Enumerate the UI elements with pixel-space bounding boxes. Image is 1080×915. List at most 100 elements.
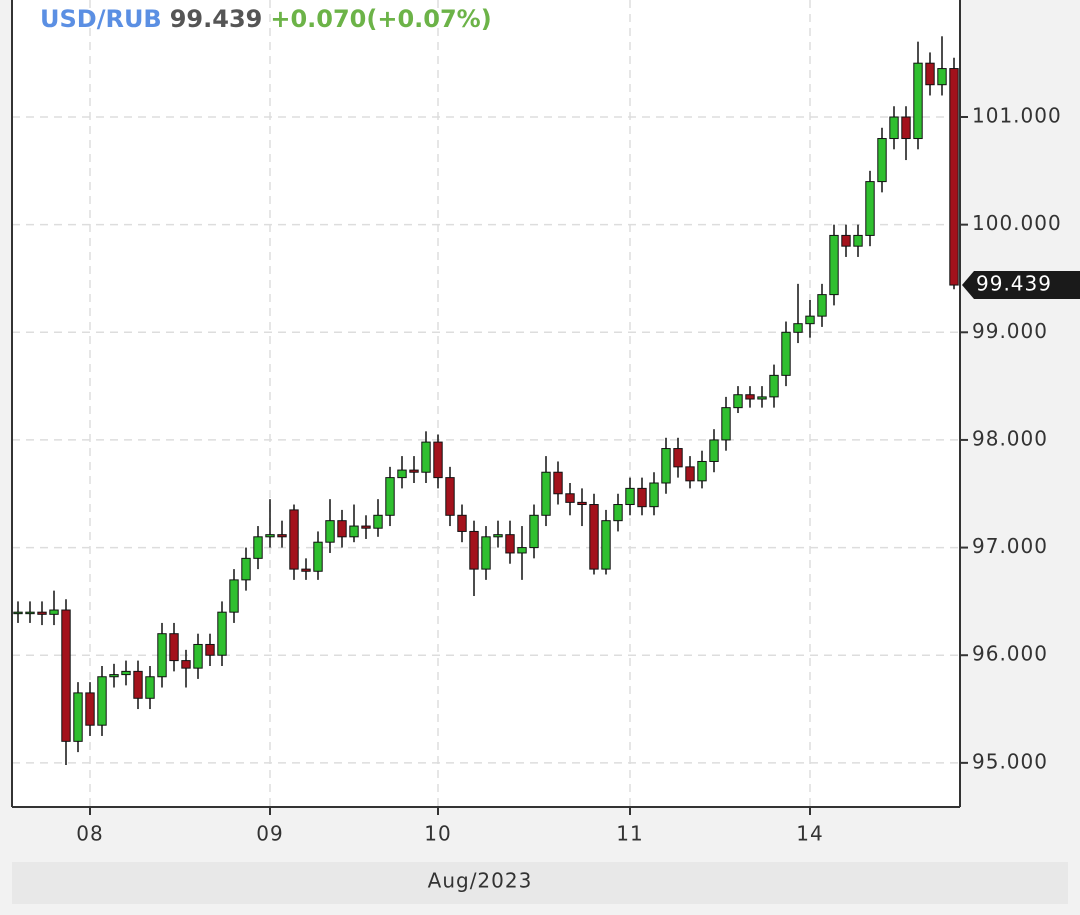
candle-body xyxy=(577,501,587,506)
candle-body xyxy=(709,439,719,462)
candle-body xyxy=(37,611,47,615)
candles xyxy=(13,36,959,766)
change: +0.070(+0.07%) xyxy=(270,5,491,33)
x-tick-label: 11 xyxy=(616,822,643,846)
candle-body xyxy=(217,611,227,656)
candle-body xyxy=(337,520,347,538)
candle-body xyxy=(937,68,947,86)
candle-body xyxy=(661,448,671,484)
candle-body xyxy=(193,643,203,669)
candle-body xyxy=(457,514,467,532)
y-tick-label: 95.000 xyxy=(972,749,1048,773)
x-label-band xyxy=(12,862,1068,904)
candle-body xyxy=(313,541,323,572)
candle-body xyxy=(385,477,395,516)
candle-body xyxy=(481,536,491,570)
y-tick-label: 100.000 xyxy=(972,211,1062,235)
candle-body xyxy=(901,116,911,140)
candle-body xyxy=(73,692,83,742)
candle-body xyxy=(13,611,23,615)
candle-body xyxy=(445,477,455,516)
candle-body xyxy=(829,234,839,296)
candle-body xyxy=(289,509,299,570)
candle-body xyxy=(529,514,539,549)
candle-body xyxy=(685,466,695,482)
candle-body xyxy=(565,493,575,503)
candle-body xyxy=(637,487,647,508)
candle-body xyxy=(673,448,683,468)
y-tick-label: 99.000 xyxy=(972,319,1048,343)
candle-body xyxy=(949,68,959,286)
candle-body xyxy=(613,504,623,522)
candle-body xyxy=(61,609,71,742)
candle-body xyxy=(757,396,767,400)
x-tick-label: 09 xyxy=(256,822,283,846)
candle-body xyxy=(325,520,335,543)
plot-area xyxy=(12,0,960,807)
y-tick-label: 97.000 xyxy=(972,534,1048,558)
candle-body xyxy=(469,530,479,570)
price-tag xyxy=(962,271,1080,300)
candle-body xyxy=(229,579,239,613)
candle-body xyxy=(493,534,503,538)
candle-body xyxy=(49,609,59,615)
candle-body xyxy=(721,407,731,441)
candle-body xyxy=(541,471,551,516)
candle-body xyxy=(889,116,899,140)
candle-body xyxy=(97,676,107,726)
price-tag-label: 99.439 xyxy=(976,272,1052,296)
candle-body xyxy=(733,394,743,409)
header: USD/RUB 99.439 +0.070(+0.07%) xyxy=(40,5,492,33)
candle-body xyxy=(361,525,371,529)
candle-body xyxy=(505,534,515,554)
x-axis-label: Aug/2023 xyxy=(428,869,533,893)
candle-body xyxy=(517,547,527,554)
candle-body xyxy=(85,692,95,726)
candle-body xyxy=(841,234,851,247)
candle-body xyxy=(121,670,131,676)
candle-body xyxy=(793,323,803,333)
candle-body xyxy=(625,487,635,506)
candle-body xyxy=(373,514,383,529)
candle-body xyxy=(769,374,779,398)
candle-body xyxy=(853,234,863,247)
candle-body xyxy=(109,674,119,678)
y-tick-label: 96.000 xyxy=(972,642,1048,666)
candle-body xyxy=(205,643,215,656)
price: 99.439 xyxy=(170,5,263,33)
candle-body xyxy=(301,568,311,572)
candle-body xyxy=(277,534,287,538)
candle-body xyxy=(169,633,179,662)
x-tick-label: 08 xyxy=(76,822,103,846)
candle-body xyxy=(25,611,35,615)
candle-body xyxy=(421,441,431,473)
y-tick-label: 101.000 xyxy=(972,104,1062,128)
candle-body xyxy=(265,534,275,538)
candle-body xyxy=(913,62,923,140)
candle-body xyxy=(589,504,599,570)
candle-body xyxy=(181,660,191,669)
candle-body xyxy=(433,441,443,479)
candle-body xyxy=(133,670,143,699)
candle-body xyxy=(817,294,827,317)
candle-body xyxy=(553,471,563,495)
candle-body xyxy=(781,331,791,376)
candle-body xyxy=(745,394,755,400)
candle-body xyxy=(145,676,155,699)
candle-body xyxy=(805,315,815,325)
x-tick-label: 10 xyxy=(424,822,451,846)
candle-body xyxy=(349,525,359,538)
symbol: USD/RUB xyxy=(40,5,162,33)
x-tick-label: 14 xyxy=(796,822,823,846)
candle-body xyxy=(397,469,407,479)
candle-body xyxy=(877,138,887,183)
y-tick-label: 98.000 xyxy=(972,426,1048,450)
candle-body xyxy=(253,536,263,559)
candle-body xyxy=(409,469,419,473)
candle-body xyxy=(157,633,167,678)
candle-body xyxy=(241,557,251,581)
candle-body xyxy=(601,520,611,570)
candle-body xyxy=(649,482,659,508)
